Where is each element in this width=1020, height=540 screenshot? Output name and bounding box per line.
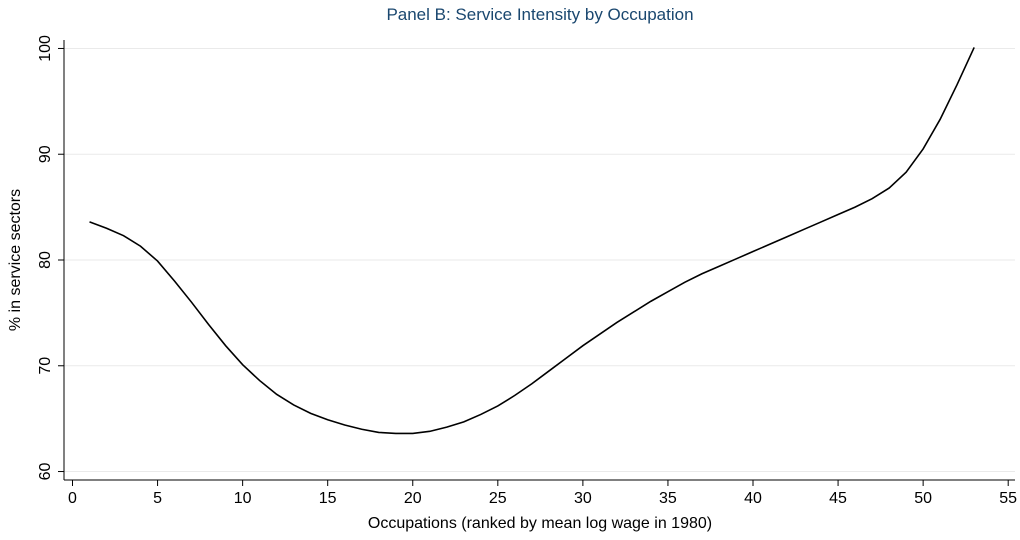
- x-tick-label: 35: [659, 490, 677, 507]
- y-tick-label: 70: [37, 357, 54, 375]
- x-axis-label: Occupations (ranked by mean log wage in …: [368, 515, 712, 532]
- chart-title: Panel B: Service Intensity by Occupation: [386, 5, 693, 24]
- y-tick-label: 60: [37, 463, 54, 481]
- x-tick-label: 15: [319, 490, 337, 507]
- x-tick-label: 10: [234, 490, 252, 507]
- x-tick-label: 40: [744, 490, 762, 507]
- x-tick-label: 45: [829, 490, 847, 507]
- x-tick-label: 50: [914, 490, 932, 507]
- x-tick-label: 25: [489, 490, 507, 507]
- line: [89, 47, 975, 435]
- y-tick-label: 80: [37, 251, 54, 269]
- x-tick-label: 30: [574, 490, 592, 507]
- x-tick-label: 55: [999, 490, 1017, 507]
- x-tick-label: 20: [404, 490, 422, 507]
- y-axis-label: % in service sectors: [7, 189, 24, 331]
- x-tick-label: 0: [68, 490, 77, 507]
- y-tick-label: 90: [37, 145, 54, 163]
- y-tick-label: 100: [37, 35, 54, 62]
- x-tick-label: 5: [153, 490, 162, 507]
